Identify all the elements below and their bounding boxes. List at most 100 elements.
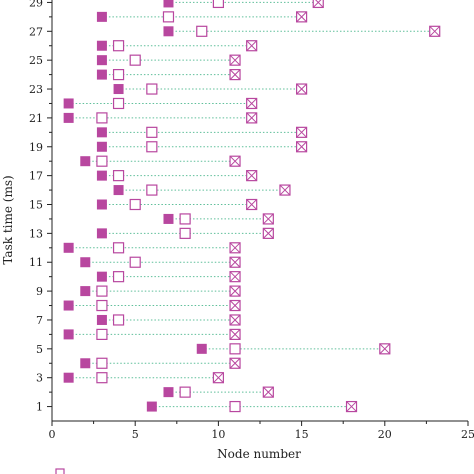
crossed-square-marker: [229, 314, 241, 326]
crossed-square-cross: [229, 256, 241, 268]
x-tick-label: 10: [211, 428, 225, 441]
crossed-square-cross: [296, 141, 307, 153]
open-square-marker: [96, 299, 108, 312]
y-tick-label: 11: [29, 256, 43, 269]
crossed-square-marker: [229, 357, 241, 369]
crossed-square-cross: [246, 170, 258, 181]
open-square-marker: [162, 11, 175, 23]
crossed-square-marker: [229, 256, 241, 268]
filled-square-marker: [113, 84, 124, 95]
open-square-marker: [229, 400, 241, 413]
crossed-square-box: [312, 0, 324, 9]
legend-marker-open-square: [55, 468, 65, 474]
crossed-square-cross: [229, 314, 241, 326]
crossed-square-cross: [262, 213, 274, 225]
x-tick-label: 5: [132, 428, 139, 441]
open-square-marker: [112, 170, 125, 182]
open-square-marker: [96, 285, 108, 297]
x-tick-label: 15: [295, 428, 309, 441]
crossed-square-marker: [229, 328, 241, 340]
crossed-square-marker: [279, 184, 291, 196]
x-axis: 0 5 10 15 20 25: [49, 420, 474, 441]
y-tick-label: 29: [29, 0, 43, 9]
y-tick-label: 21: [29, 112, 43, 125]
filled-square-marker: [96, 55, 107, 66]
crossed-square-marker: [296, 141, 308, 153]
crossed-square-marker: [312, 0, 324, 9]
filled-square-marker: [96, 11, 107, 22]
open-square-marker: [146, 126, 158, 138]
crossed-square-cross: [229, 271, 241, 283]
open-square-marker: [229, 343, 241, 355]
crossed-square-marker: [296, 126, 308, 138]
filled-square-marker: [163, 0, 174, 8]
crossed-square-cross: [229, 285, 241, 297]
filled-square-marker: [96, 314, 107, 325]
open-square-marker: [129, 198, 141, 211]
open-square-marker: [112, 314, 125, 326]
x-tick-label: 0: [49, 428, 56, 441]
crossed-square-marker: [429, 25, 441, 37]
filled-square-marker: [146, 401, 157, 412]
crossed-square-cross: [379, 343, 391, 355]
crossed-square-cross: [229, 329, 241, 340]
crossed-square-marker: [262, 213, 274, 225]
crossed-square-marker: [246, 112, 258, 124]
crossed-square-marker: [229, 271, 241, 283]
y-tick-label: 3: [36, 372, 43, 385]
crossed-square-marker: [229, 54, 241, 66]
filled-square-marker: [96, 127, 107, 138]
crossed-square-marker: [229, 68, 241, 81]
crossed-square-cross: [229, 155, 241, 167]
crossed-square-cross: [229, 242, 241, 254]
y-axis-title: Task time (ms): [1, 175, 15, 264]
x-tick-label: 20: [378, 428, 392, 441]
crossed-square-marker: [229, 299, 241, 312]
open-square-marker: [129, 256, 141, 268]
y-tick-label: 13: [29, 227, 43, 240]
open-square-marker: [96, 155, 108, 167]
y-tick-label: 1: [36, 401, 43, 414]
legend-fragment: [55, 468, 65, 474]
crossed-square-cross: [246, 199, 258, 210]
filled-square-marker: [63, 98, 74, 109]
crossed-square-cross: [213, 372, 224, 384]
crossed-square-cross: [229, 300, 241, 311]
x-axis-title: Node number: [217, 447, 301, 461]
open-square-marker: [212, 0, 224, 9]
open-square-marker: [179, 386, 191, 398]
crossed-square-marker: [262, 386, 274, 398]
crossed-square-marker: [296, 11, 308, 23]
filled-square-marker: [96, 40, 107, 51]
filled-square-marker: [80, 257, 91, 268]
filled-square-marker: [63, 329, 74, 340]
crossed-square-cross: [246, 40, 258, 52]
open-square-marker: [146, 141, 158, 153]
crossed-square-marker: [212, 372, 224, 384]
open-square-marker: [179, 227, 191, 239]
open-square-marker: [112, 68, 125, 81]
open-square-marker: [96, 112, 108, 124]
filled-square-marker: [163, 387, 174, 398]
crossed-square-marker: [229, 242, 241, 254]
filled-square-marker: [96, 69, 107, 80]
open-square-marker: [112, 40, 125, 52]
crossed-square-cross: [229, 69, 241, 80]
markers: [63, 0, 441, 413]
filled-square-marker: [96, 170, 107, 181]
y-tick-label: 5: [36, 343, 43, 356]
crossed-square-cross: [296, 11, 307, 23]
crossed-square-marker: [229, 285, 241, 297]
y-tick-label: 25: [29, 54, 43, 67]
filled-square-marker: [63, 242, 74, 253]
filled-square-marker: [80, 358, 91, 369]
filled-square-marker: [63, 112, 74, 123]
crossed-square-cross: [246, 112, 258, 124]
crossed-square-marker: [345, 400, 358, 413]
open-square-marker: [112, 97, 125, 110]
filled-square-marker: [96, 228, 107, 239]
open-square-marker: [96, 328, 108, 340]
crossed-square-marker: [296, 83, 308, 95]
open-square-marker: [146, 184, 158, 196]
